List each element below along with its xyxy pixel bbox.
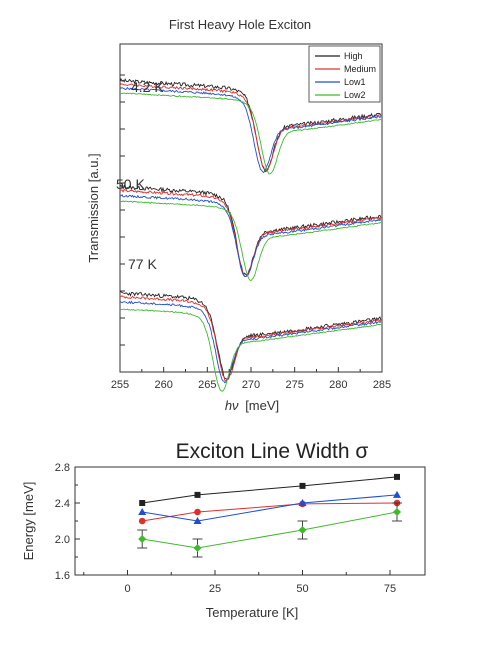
legend-label: Medium (344, 64, 376, 74)
line-width-chart: Exciton Line Width σ 0 25 50 75 1.6 2.0 2.4 2.8… (21, 440, 425, 620)
x-tick-label: 280 (329, 379, 347, 391)
transmission-axis-ticks: 255 260 265 270 275 280 285 (111, 75, 391, 391)
data-point-low1 (393, 491, 401, 498)
series-line-low2 (142, 512, 397, 548)
data-point-high (300, 483, 306, 489)
x-tick-label: 265 (198, 379, 216, 391)
temperature-label: 4.2 K (131, 79, 164, 95)
x-tick-label: 50 (296, 583, 308, 595)
y-tick-label: 2.8 (55, 462, 70, 474)
x-tick-label: 255 (111, 379, 129, 391)
line-width-x-axis-title: Temperature [K] (206, 605, 299, 620)
legend: High Medium Low1 Low2 (309, 46, 380, 102)
x-tick-label: 25 (209, 583, 221, 595)
temperature-labels: 4.2 K 50 K 77 K (116, 79, 164, 272)
y-tick-label: 2.4 (55, 498, 70, 510)
x-tick-label: 275 (285, 379, 303, 391)
data-point-medium (139, 518, 146, 525)
data-point-high (195, 492, 201, 498)
legend-label: High (344, 51, 363, 61)
spectrum-curve-high-group-1 (120, 186, 381, 275)
data-point-low2 (299, 526, 307, 534)
x-tick-label: 0 (124, 583, 130, 595)
x-axis-unit: [meV] (245, 398, 279, 413)
data-point-high (394, 474, 400, 480)
y-tick-label: 2.0 (55, 534, 70, 546)
transmission-chart: First Heavy Hole Exciton 255 260 265 270 275… (86, 17, 391, 413)
line-width-series (137, 474, 402, 557)
x-tick-label: 260 (154, 379, 172, 391)
series-line-high (142, 477, 397, 503)
data-point-medium (194, 509, 201, 516)
spectrum-curve-low1-group-1 (120, 195, 381, 277)
legend-label: Low2 (344, 90, 366, 100)
temperature-label: 77 K (128, 256, 157, 272)
data-point-low1 (138, 508, 146, 515)
transmission-x-axis-title: hν [meV] (225, 398, 279, 413)
line-width-plot-frame (75, 467, 425, 575)
temperature-label: 50 K (116, 176, 145, 192)
transmission-y-axis-title: Transmission [a.u.] (86, 153, 101, 262)
line-width-y-axis-title: Energy [meV] (21, 482, 36, 561)
x-tick-label: 270 (242, 379, 260, 391)
data-point-high (139, 500, 145, 506)
x-tick-label: 285 (373, 379, 391, 391)
spectrum-curve-low2-group-0 (120, 93, 381, 174)
legend-label: Low1 (344, 77, 366, 87)
transmission-curves (120, 79, 381, 391)
data-point-low2 (194, 544, 202, 552)
x-axis-symbol: hν (225, 398, 239, 413)
x-tick-label: 75 (384, 583, 396, 595)
transmission-chart-title: First Heavy Hole Exciton (169, 17, 311, 32)
data-point-low2 (138, 535, 146, 543)
line-width-chart-title: Exciton Line Width σ (176, 440, 369, 463)
series-line-low1 (142, 495, 397, 521)
y-tick-label: 1.6 (55, 570, 70, 582)
data-point-low2 (393, 508, 401, 516)
